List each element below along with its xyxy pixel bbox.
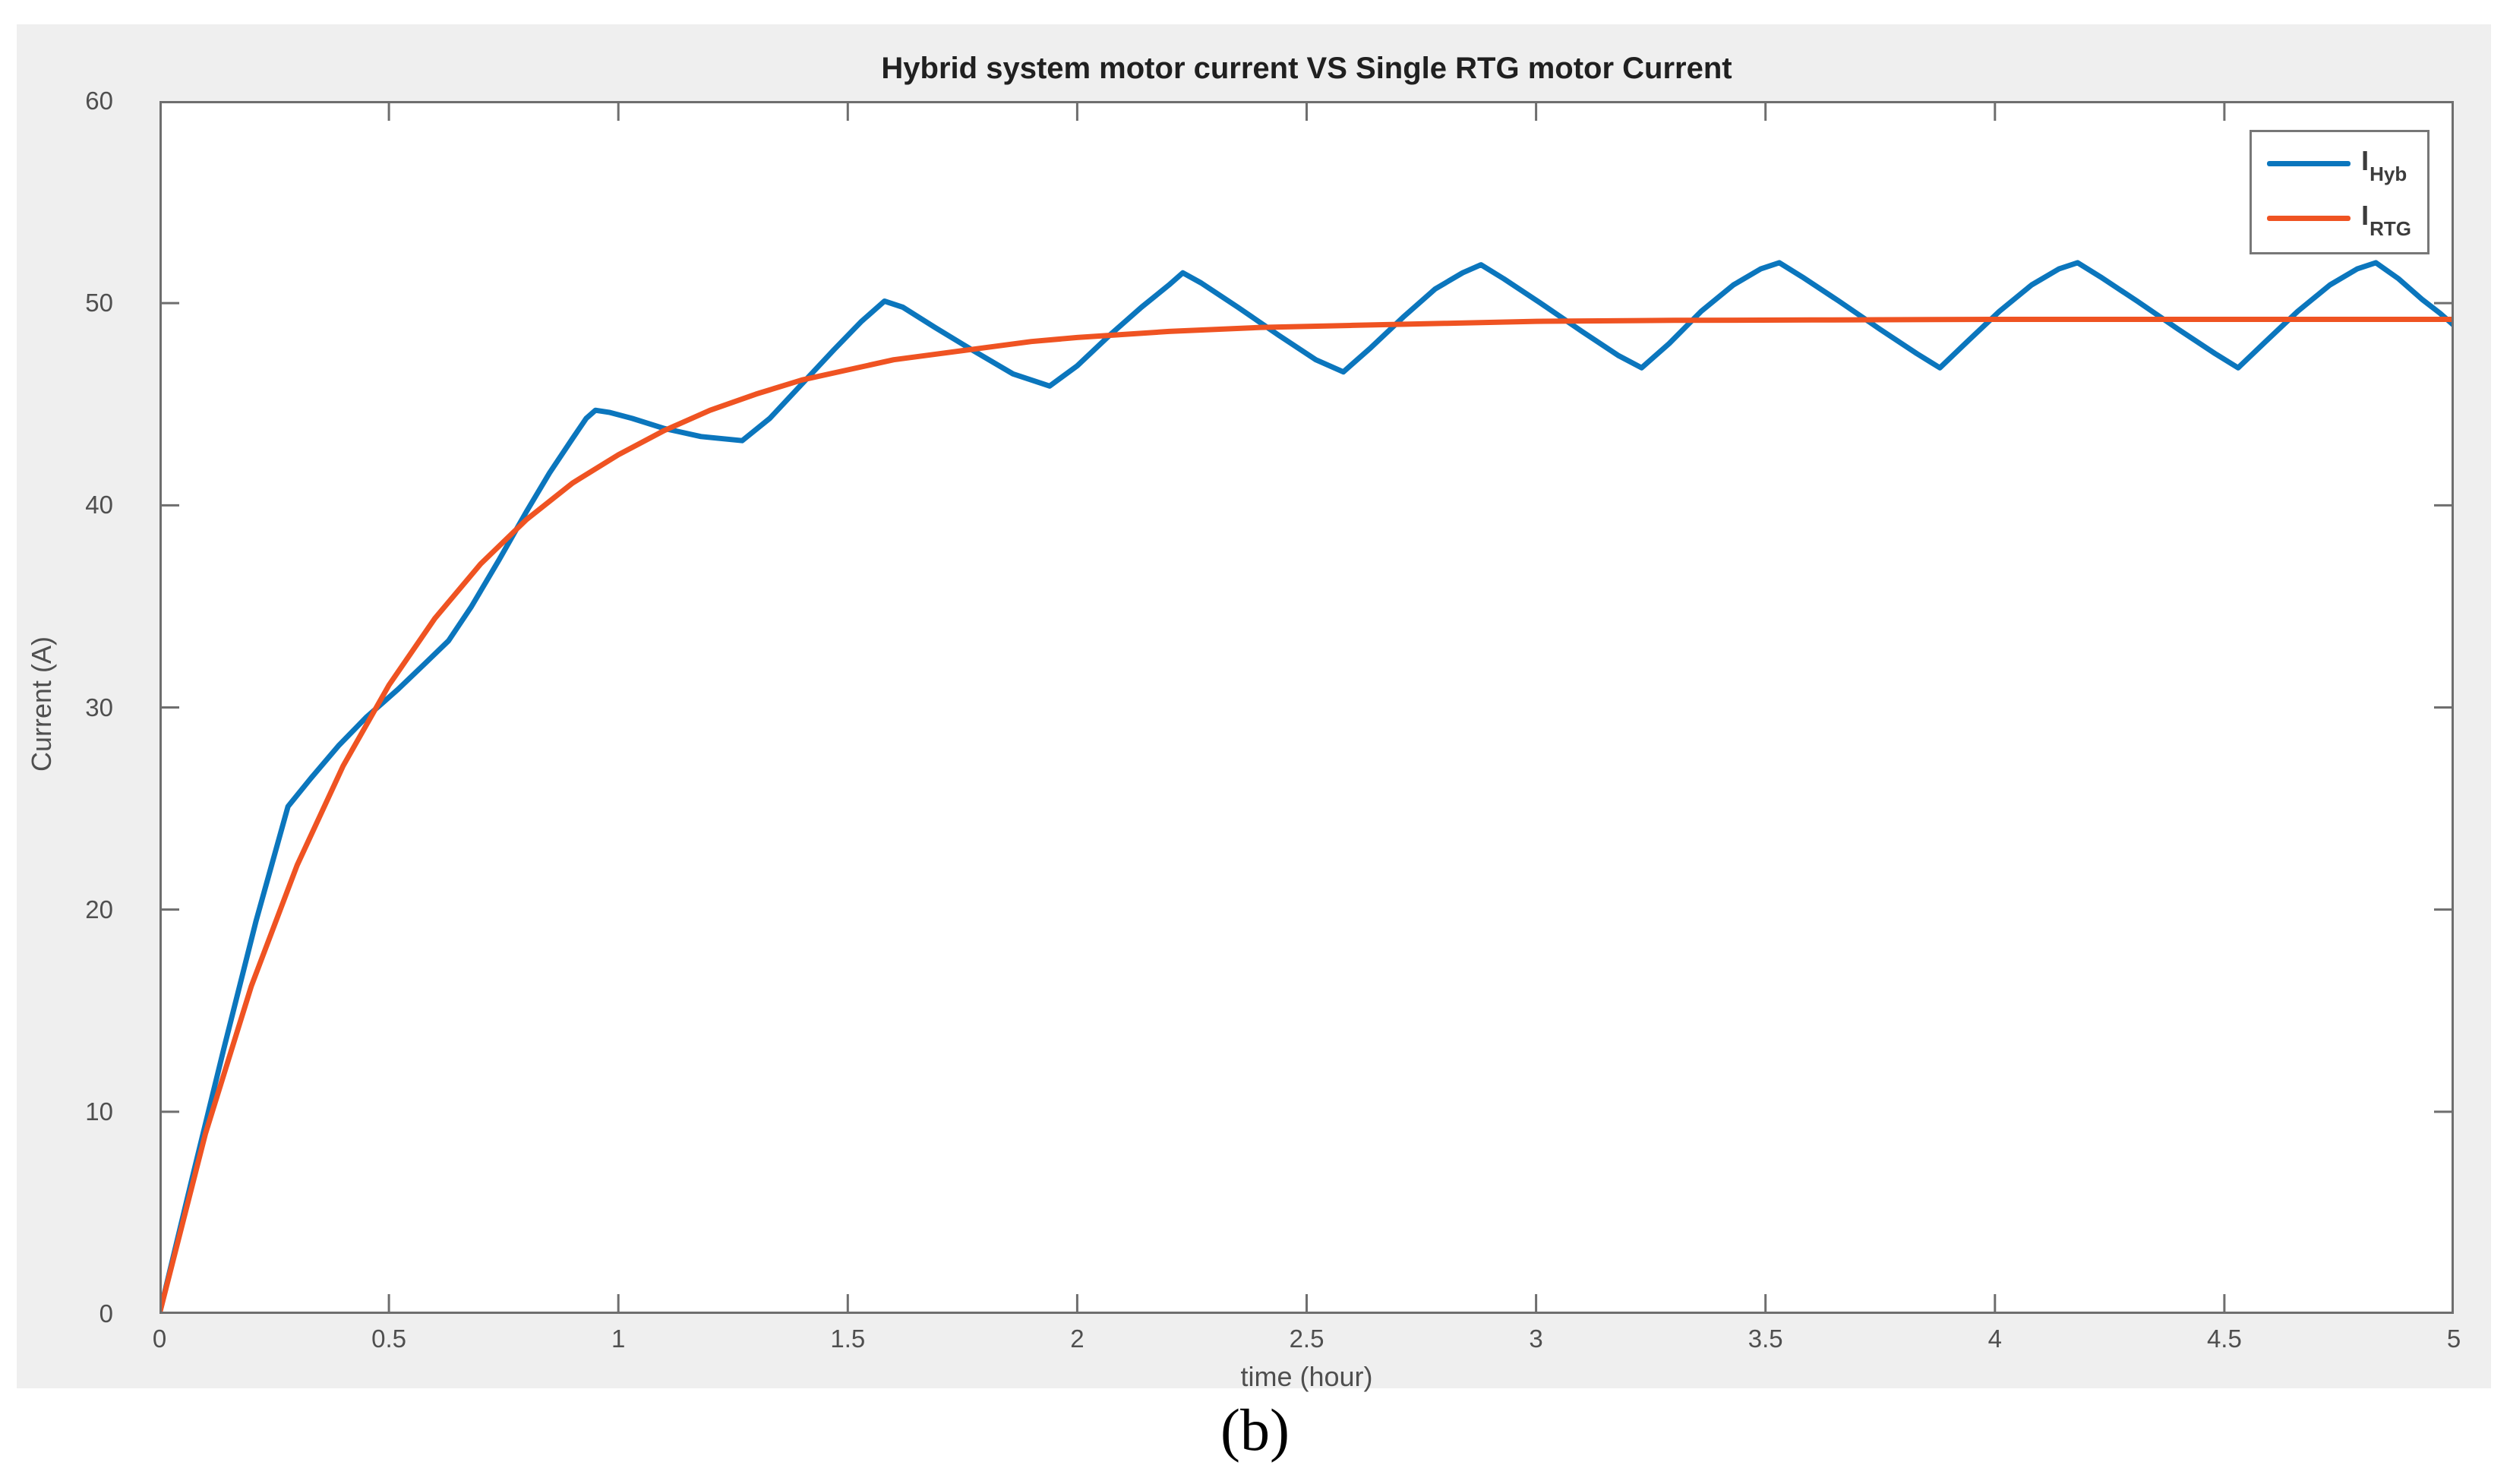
legend-label-rtg: IRTG <box>2361 199 2411 238</box>
legend-swatch-hyb <box>2267 160 2351 166</box>
x-tick-label-2.5: 2.5 <box>1289 1325 1324 1353</box>
y-tick-label-30: 30 <box>85 693 113 721</box>
chart-title: Hybrid system motor current VS Single RT… <box>881 52 1732 85</box>
legend-label-rtg-sub: RTG <box>2370 217 2411 241</box>
figure-background: Hybrid system motor current VS Single RT… <box>17 24 2491 1392</box>
legend: IHyb IRTG <box>2250 130 2429 254</box>
plot-area: IHyb IRTG <box>159 101 2454 1314</box>
x-tick-label-4: 4 <box>1987 1325 2002 1353</box>
legend-label-hyb-main: I <box>2361 144 2370 176</box>
figure-caption: (b) <box>1220 1397 1290 1463</box>
y-tick-label-60: 60 <box>85 87 113 115</box>
y-tick-label-40: 40 <box>85 491 113 519</box>
y-tick-label-0: 0 <box>99 1299 113 1328</box>
legend-item-hyb: IHyb <box>2267 140 2411 187</box>
x-tick-label-4.5: 4.5 <box>2206 1325 2242 1353</box>
legend-label-rtg-main: I <box>2361 199 2370 231</box>
series-line-i_hyb <box>159 260 2454 1314</box>
x-tick-label-3.5: 3.5 <box>1748 1325 1783 1353</box>
x-tick-label-0.5: 0.5 <box>371 1325 407 1353</box>
x-axis-label: time (hour) <box>1240 1361 1373 1392</box>
x-tick-label-1.5: 1.5 <box>830 1325 866 1353</box>
y-tick-label-10: 10 <box>85 1097 113 1126</box>
legend-label-hyb-sub: Hyb <box>2370 163 2407 186</box>
x-tick-label-2: 2 <box>1070 1325 1085 1353</box>
x-tick-label-3: 3 <box>1529 1325 1543 1353</box>
y-tick-label-20: 20 <box>85 895 113 924</box>
y-tick-label-50: 50 <box>85 289 113 317</box>
legend-item-rtg: IRTG <box>2267 194 2411 242</box>
legend-label-hyb: IHyb <box>2361 144 2407 184</box>
plot-svg <box>159 101 2454 1314</box>
series-line-i_rtg <box>159 317 2454 1314</box>
x-tick-label-1: 1 <box>611 1325 626 1353</box>
legend-swatch-rtg <box>2267 215 2351 221</box>
plot-frame <box>159 101 2454 1314</box>
x-tick-label-5: 5 <box>2446 1325 2461 1353</box>
x-tick-label-0: 0 <box>152 1325 167 1353</box>
